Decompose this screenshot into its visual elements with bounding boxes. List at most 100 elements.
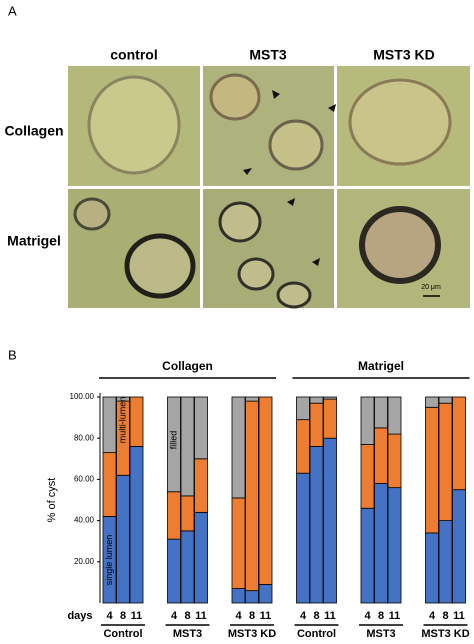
x-tick-label: 11 bbox=[195, 610, 207, 622]
bar-segment bbox=[116, 474, 130, 604]
x-tick-label: 11 bbox=[131, 610, 143, 622]
x-tick-label: 11 bbox=[389, 610, 401, 622]
bar-segment bbox=[102, 452, 117, 517]
x-tick-label: 4 bbox=[235, 610, 242, 622]
y-axis-label: % of cyst bbox=[46, 478, 58, 523]
group-label: MST3 bbox=[366, 628, 395, 640]
bar-segment bbox=[309, 396, 324, 404]
y-tick-label: 40.00 bbox=[74, 516, 95, 525]
group-label: MST3 KD bbox=[228, 628, 276, 640]
x-tick-label: 4 bbox=[300, 610, 307, 622]
bar-segment bbox=[258, 396, 273, 585]
bar-segment bbox=[387, 487, 402, 604]
bar-segment bbox=[129, 396, 144, 447]
bar-segment bbox=[194, 511, 208, 604]
bar-segment bbox=[245, 400, 259, 592]
bar-segment bbox=[374, 483, 388, 604]
bar-segment bbox=[102, 396, 117, 454]
bar-segment bbox=[231, 588, 246, 604]
bar-segment bbox=[194, 458, 208, 513]
cyst bbox=[276, 281, 312, 309]
group-label: Control bbox=[297, 628, 336, 640]
bar-segment bbox=[387, 396, 402, 435]
bar-segment bbox=[323, 398, 337, 439]
cyst bbox=[237, 257, 275, 291]
bar-segment bbox=[452, 396, 466, 491]
bar-segment bbox=[309, 402, 324, 447]
bar-segment bbox=[323, 396, 337, 400]
row-label: Collagen bbox=[4, 123, 63, 139]
column-label: control bbox=[110, 47, 157, 63]
y-tick-label: 60.00 bbox=[74, 475, 95, 484]
panel-title: Matrigel bbox=[358, 359, 404, 373]
bar-segment bbox=[360, 507, 375, 604]
panel-label: B bbox=[8, 347, 17, 362]
bar-segment bbox=[231, 497, 246, 589]
bar-segment bbox=[296, 472, 310, 604]
bar-segment bbox=[245, 396, 259, 402]
x-tick-label: 11 bbox=[260, 610, 272, 622]
bar-segment bbox=[167, 396, 181, 493]
scale-bar-label: 20 μm bbox=[421, 284, 441, 291]
micrographs: 20 μm bbox=[68, 66, 470, 309]
bar-segment bbox=[167, 491, 181, 540]
bar-segment bbox=[180, 530, 195, 604]
x-tick-label: 4 bbox=[364, 610, 371, 622]
bar-segment bbox=[296, 396, 310, 421]
x-tick-label: 4 bbox=[171, 610, 178, 622]
bar-segment bbox=[438, 520, 453, 604]
bar-segment bbox=[194, 396, 208, 460]
bar-segment bbox=[116, 396, 130, 402]
x-axis-label: days bbox=[67, 610, 92, 622]
bar-segment bbox=[452, 489, 466, 604]
series-label: filled bbox=[168, 431, 178, 450]
bar-segment bbox=[245, 590, 259, 604]
x-tick-label: 11 bbox=[324, 610, 336, 622]
bar-segment bbox=[129, 446, 144, 604]
bar-segment bbox=[374, 396, 388, 429]
cyst bbox=[124, 233, 196, 299]
bar-segment bbox=[425, 532, 439, 604]
bar-segment bbox=[231, 396, 246, 499]
x-tick-label: 8 bbox=[184, 610, 190, 622]
row-label: Matrigel bbox=[7, 233, 61, 249]
bar-segment bbox=[180, 495, 195, 532]
cyst bbox=[359, 206, 441, 284]
x-tick-label: 8 bbox=[442, 610, 448, 622]
cyst bbox=[73, 197, 111, 231]
group-label: Control bbox=[103, 628, 142, 640]
cyst bbox=[218, 201, 262, 243]
column-label: MST3 bbox=[249, 47, 287, 63]
bar-segment bbox=[258, 584, 273, 604]
cyst bbox=[348, 78, 452, 166]
group-label: MST3 KD bbox=[421, 628, 469, 640]
bar-segment bbox=[425, 396, 439, 408]
y-tick-label: 100.00 bbox=[70, 392, 95, 401]
bar-segment bbox=[438, 402, 453, 521]
bar-segment bbox=[180, 396, 195, 497]
series-label: multi-lumen bbox=[117, 397, 127, 444]
x-tick-label: 4 bbox=[429, 610, 436, 622]
panel-title: Collagen bbox=[162, 359, 213, 373]
bar-segment bbox=[374, 427, 388, 484]
x-tick-label: 8 bbox=[378, 610, 384, 622]
y-tick-label: 20.00 bbox=[74, 557, 95, 566]
y-tick-label: 80.00 bbox=[74, 433, 95, 442]
x-tick-label: 8 bbox=[120, 610, 126, 622]
x-tick-label: 8 bbox=[249, 610, 255, 622]
micrograph bbox=[203, 189, 334, 308]
x-tick-label: 4 bbox=[106, 610, 113, 622]
panel-label: A bbox=[8, 3, 17, 18]
bar-segment bbox=[167, 538, 181, 604]
group-label: MST3 bbox=[173, 628, 202, 640]
bar-segment bbox=[425, 406, 439, 534]
bar-segment bbox=[309, 446, 324, 604]
cyst bbox=[87, 75, 181, 175]
x-tick-label: 11 bbox=[453, 610, 465, 622]
bar-segment bbox=[296, 419, 310, 474]
bar-segment bbox=[387, 433, 402, 489]
bar-segment bbox=[360, 443, 375, 509]
bar-segment bbox=[438, 396, 453, 404]
series-label: single lumen bbox=[104, 535, 114, 586]
column-label: MST3 KD bbox=[373, 47, 434, 63]
